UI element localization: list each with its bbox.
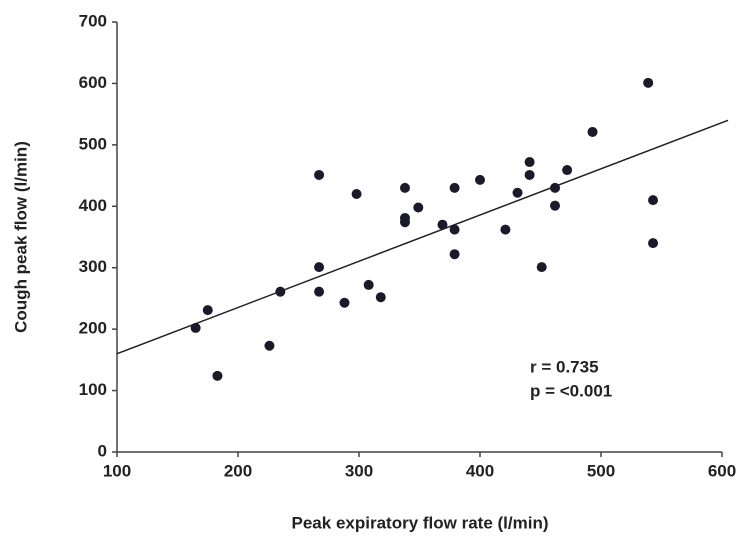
point (524, 157, 535, 168)
point (648, 238, 659, 249)
y-tick-label: 0 (98, 441, 107, 460)
point (524, 169, 535, 180)
point (314, 169, 325, 180)
point (475, 174, 485, 185)
y-tick-label: 100 (79, 380, 107, 399)
x-tick-label: 600 (708, 461, 736, 480)
point (212, 370, 223, 381)
point (399, 182, 410, 193)
point (413, 202, 424, 213)
point (562, 165, 573, 176)
point (512, 187, 523, 198)
point (202, 305, 213, 316)
y-axis-label: Cough peak flow (l/min) (11, 141, 30, 333)
point (536, 262, 547, 273)
point (363, 279, 374, 290)
x-tick-label: 400 (466, 461, 494, 480)
point (264, 340, 275, 351)
y-tick-label: 600 (79, 73, 107, 92)
point (314, 286, 325, 297)
point (190, 322, 201, 333)
x-tick-label: 100 (103, 461, 131, 480)
point (375, 292, 386, 303)
y-tick-label: 300 (79, 257, 107, 276)
point (643, 77, 654, 88)
y-tick-label: 400 (79, 196, 107, 215)
point (449, 182, 460, 193)
point (648, 195, 659, 206)
x-tick-label: 500 (587, 461, 615, 480)
y-tick-label: 200 (79, 319, 107, 338)
point (587, 126, 598, 137)
y-tick-label: 700 (79, 11, 107, 30)
point (437, 219, 448, 230)
point (550, 200, 561, 211)
x-tick-label: 200 (224, 461, 252, 480)
point (351, 189, 362, 199)
point (275, 286, 286, 297)
point (449, 224, 460, 235)
trend-line (116, 119, 729, 355)
point (314, 262, 325, 273)
annotation: p = <0.001 (530, 381, 612, 400)
point (399, 212, 410, 223)
point (449, 249, 460, 260)
point (550, 182, 561, 193)
point (500, 224, 511, 235)
point (339, 297, 350, 308)
x-axis-label: Peak expiratory flow rate (l/min) (292, 513, 549, 532)
x-tick-label: 300 (345, 461, 373, 480)
y-tick-label: 500 (79, 134, 107, 153)
annotation: r = 0.735 (530, 357, 599, 376)
